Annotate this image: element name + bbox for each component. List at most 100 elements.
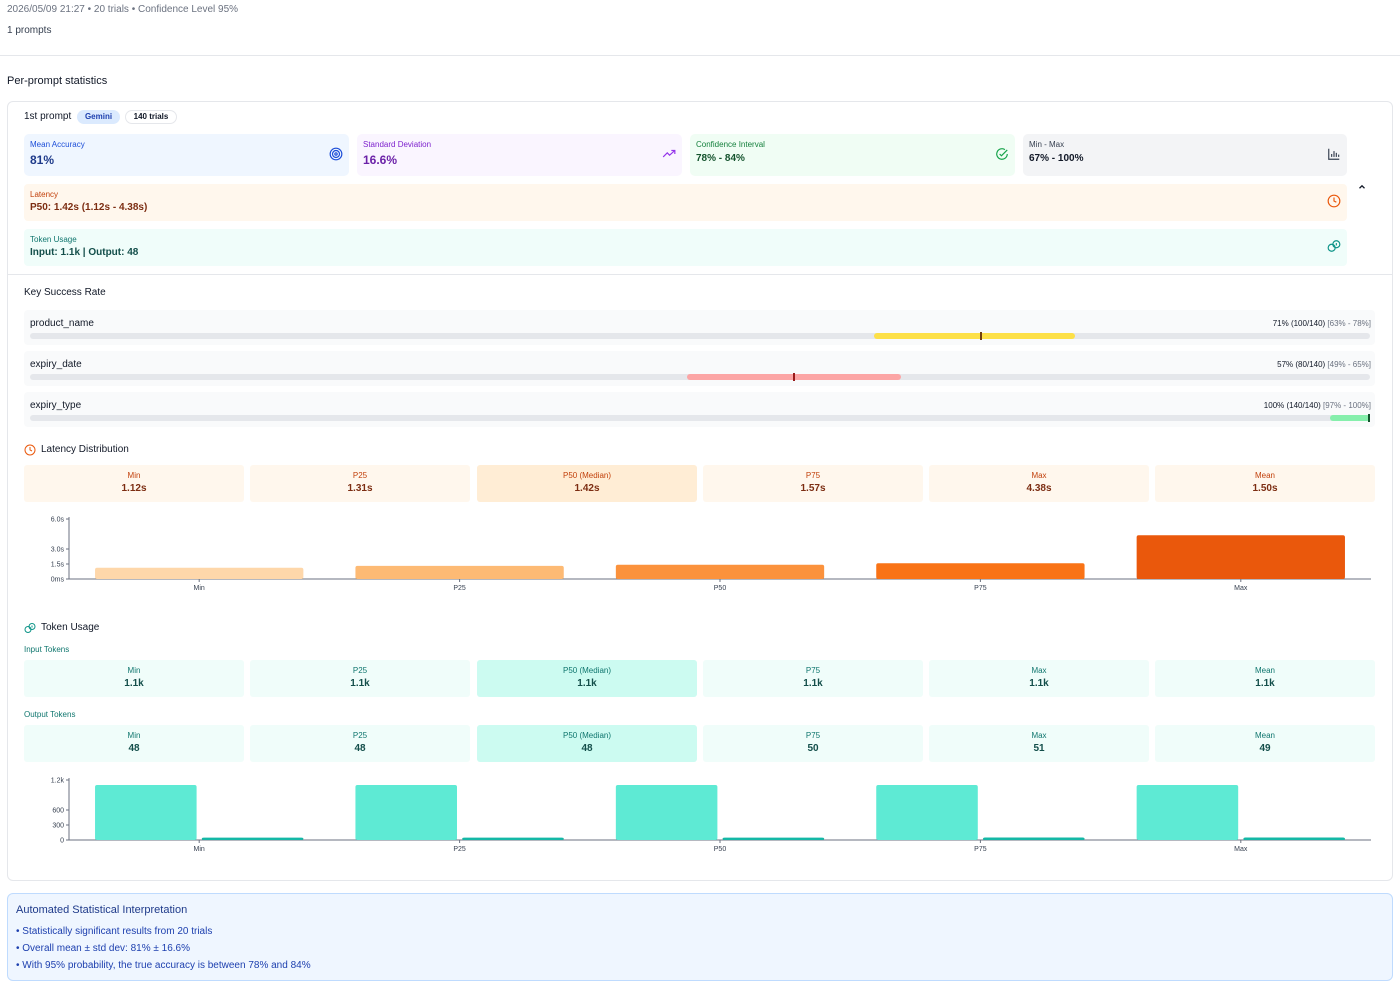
- stat-label: P50 (Median): [562, 471, 612, 480]
- key-progress-track: [30, 332, 1370, 340]
- input-tokens-p75: P75 1.1k: [703, 660, 923, 697]
- min-max-label: Min - Max: [1029, 140, 1065, 149]
- stat-value: 48: [581, 743, 593, 754]
- input-token-bar: [95, 785, 197, 840]
- input-token-bar: [876, 785, 978, 840]
- stat-label: P75: [805, 471, 821, 480]
- stat-value: 50: [807, 743, 819, 754]
- min-max-value: 67% - 100%: [1029, 153, 1084, 164]
- key-ci-band: [874, 333, 1076, 339]
- latency-bar: [95, 567, 304, 579]
- prompt-title: 1st prompt: [24, 111, 72, 122]
- interpretation-item: • Statistically significant results from…: [16, 926, 213, 937]
- key-ci-band: [1329, 415, 1370, 421]
- output-tokens-max: Max 51: [929, 725, 1149, 762]
- x-tick-label: P75: [974, 585, 987, 592]
- std-dev-card: Standard Deviation 16.6%: [357, 134, 682, 176]
- stat-value: 1.12s: [121, 483, 147, 494]
- latency-p25: P25 1.31s: [250, 465, 470, 502]
- std-dev-label: Standard Deviation: [363, 140, 432, 149]
- y-tick-label: 0ms: [51, 577, 65, 584]
- stat-value: 4.38s: [1026, 483, 1052, 494]
- stat-label: Max: [1031, 731, 1047, 740]
- stat-label: Min: [127, 471, 141, 480]
- x-tick-label: Min: [194, 846, 205, 853]
- latency-bar: [1136, 535, 1345, 579]
- x-tick-label: Max: [1234, 846, 1248, 853]
- key-rate-marker: [980, 332, 983, 340]
- stat-label: P25: [352, 471, 368, 480]
- stat-value: 1.1k: [577, 678, 597, 689]
- latency-card: Latency P50: 1.42s (1.12s - 4.38s): [24, 184, 1347, 221]
- key-progress-track: [30, 373, 1370, 381]
- prompt-count: 1 prompts: [7, 25, 52, 36]
- mean-accuracy-value: 81%: [30, 153, 55, 167]
- mean-accuracy-label: Mean Accuracy: [30, 140, 85, 149]
- stat-value: 1.57s: [800, 483, 826, 494]
- stat-label: P50 (Median): [562, 731, 612, 740]
- stat-value: 1.31s: [347, 483, 373, 494]
- stat-value: 51: [1033, 743, 1045, 754]
- collapse-button[interactable]: [1355, 181, 1369, 195]
- stat-value: 1.1k: [350, 678, 370, 689]
- stat-value: 1.1k: [1255, 678, 1275, 689]
- output-token-bar: [1243, 837, 1345, 840]
- stat-label: Mean: [1254, 666, 1275, 675]
- clock-icon: [1327, 194, 1341, 208]
- latency-min: Min 1.12s: [24, 465, 244, 502]
- key-ci: [63% - 78%]: [1327, 319, 1371, 328]
- output-token-bar: [201, 837, 304, 840]
- x-tick-label: P50: [714, 585, 727, 592]
- mean-accuracy-card: Mean Accuracy 81%: [24, 134, 349, 176]
- section-title: Per-prompt statistics: [7, 75, 108, 87]
- min-max-card: Min - Max 67% - 100%: [1023, 134, 1347, 176]
- token-usage-value: Input: 1.1k | Output: 48: [30, 247, 139, 258]
- stat-value: 49: [1259, 743, 1271, 754]
- stat-label: Max: [1031, 471, 1047, 480]
- key-success-title: Key Success Rate: [24, 287, 106, 298]
- stat-label: Max: [1031, 666, 1047, 675]
- check-circle-icon: [996, 148, 1008, 160]
- x-tick-label: P25: [453, 585, 466, 592]
- token-usage-card: Token Usage Input: 1.1k | Output: 48: [24, 229, 1347, 266]
- output-tokens-mean: Mean 49: [1155, 725, 1375, 762]
- stat-label: P25: [352, 731, 368, 740]
- stat-label: P50 (Median): [562, 666, 612, 675]
- stat-label: Min: [127, 666, 141, 675]
- latency-mean: Mean 1.50s: [1155, 465, 1375, 502]
- latency-bar: [615, 564, 825, 579]
- token-usage-label: Token Usage: [30, 235, 77, 244]
- stat-label: Min: [127, 731, 141, 740]
- input-tokens-mean: Mean 1.1k: [1155, 660, 1375, 697]
- output-tokens-p50: P50 (Median) 48: [477, 725, 697, 762]
- target-icon: [329, 147, 343, 161]
- output-token-bar: [462, 837, 564, 840]
- stat-value: 1.50s: [1252, 483, 1278, 494]
- interpretation-panel: Automated Statistical Interpretation • S…: [7, 893, 1393, 981]
- stat-label: P75: [805, 731, 821, 740]
- y-tick-label: 6.0s: [51, 517, 65, 524]
- y-tick-label: 3.0s: [51, 547, 65, 554]
- stat-value: 1.1k: [1029, 678, 1049, 689]
- input-token-bar: [615, 785, 718, 840]
- input-token-bar: [1136, 785, 1239, 840]
- key-stat: 100% (140/140) [97% - 100%]: [1264, 401, 1371, 410]
- latency-p50: P50 (Median) 1.42s: [477, 465, 697, 502]
- stat-label: Mean: [1254, 471, 1275, 480]
- key-name: product_name: [30, 318, 94, 329]
- key-rate: 100% (140/140): [1263, 401, 1321, 410]
- stat-value: 48: [354, 743, 366, 754]
- stat-label: Mean: [1254, 731, 1275, 740]
- output-token-bar: [983, 837, 1085, 840]
- key-rate-marker: [792, 373, 795, 381]
- x-tick-label: P75: [974, 846, 987, 853]
- stat-label: P25: [352, 666, 368, 675]
- output-tokens-min: Min 48: [24, 725, 244, 762]
- key-ci: [49% - 65%]: [1327, 360, 1371, 369]
- trials-badge: 140 trials: [125, 110, 177, 124]
- key-stat: 71% (100/140) [63% - 78%]: [1273, 319, 1371, 328]
- x-tick-label: P25: [453, 846, 466, 853]
- output-tokens-p25: P25 48: [250, 725, 470, 762]
- latency-value: P50: 1.42s (1.12s - 4.38s): [30, 202, 148, 213]
- x-tick-label: Max: [1234, 585, 1248, 592]
